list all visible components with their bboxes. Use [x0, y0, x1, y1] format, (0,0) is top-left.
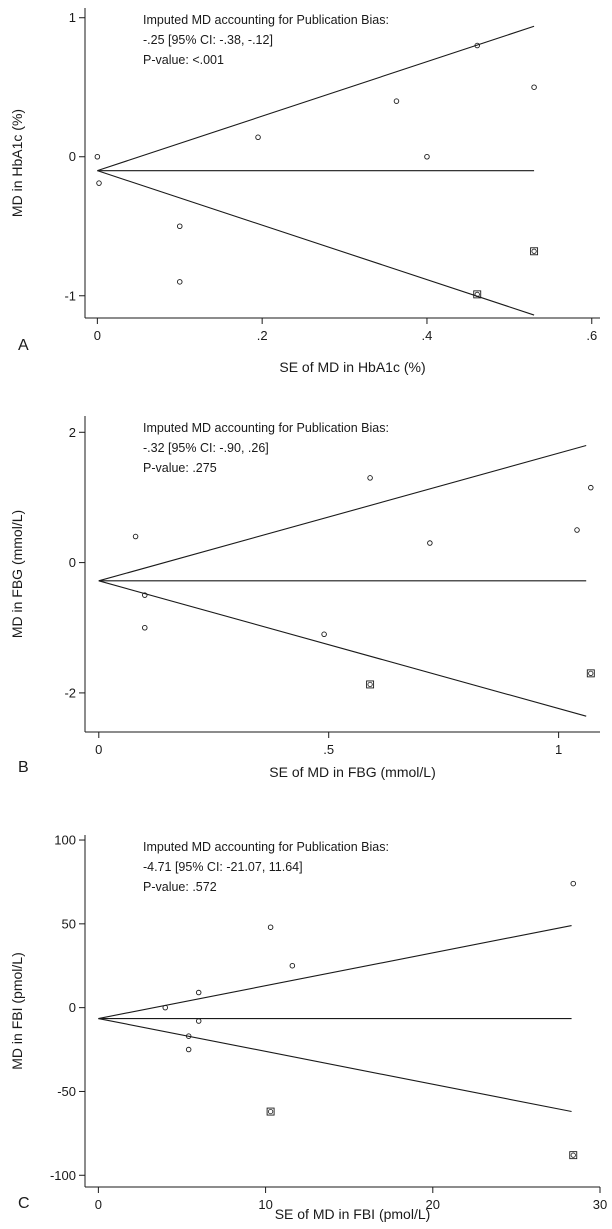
- annotation-line: -.25 [95% CI: -.38, -.12]: [143, 33, 273, 47]
- observed-study-point: [267, 924, 274, 930]
- observed-study-point: [195, 989, 202, 996]
- lower-funnel-line: [98, 580, 587, 717]
- funnel-panel-c: [79, 835, 601, 1193]
- annotation-line: Imputed MD accounting for Publication Bi…: [143, 840, 389, 854]
- upper-funnel-line: [98, 925, 572, 1020]
- x-axis-title: SE of MD in FBG (mmol/L): [269, 764, 435, 780]
- x-tick-label: 0: [94, 328, 101, 343]
- panel-letter: B: [18, 759, 29, 776]
- y-tick-label: 2: [69, 425, 76, 440]
- funnel-panel-b: [79, 416, 600, 738]
- y-tick-label: 1: [69, 10, 76, 25]
- x-tick-label: .5: [323, 742, 334, 757]
- annotation-line: -4.71 [95% CI: -21.07, 11.64]: [143, 860, 303, 874]
- observed-study-point: [570, 880, 576, 887]
- y-tick-label: 50: [62, 916, 76, 931]
- x-axis-title: SE of MD in HbA1c (%): [279, 359, 425, 375]
- observed-study-point: [96, 180, 102, 186]
- observed-study-point: [142, 592, 148, 598]
- y-tick-label: 0: [69, 1000, 76, 1015]
- x-tick-label: 20: [426, 1197, 440, 1212]
- panel-letter: C: [18, 1195, 30, 1212]
- imputed-study-point: [473, 290, 482, 299]
- y-axis-title: MD in FBG (mmol/L): [9, 510, 25, 638]
- y-axis-title: MD in HbA1c (%): [9, 109, 25, 217]
- observed-study-point: [427, 540, 433, 546]
- x-axis-title: SE of MD in FBI (pmol/L): [275, 1206, 431, 1222]
- y-tick-label: -2: [64, 685, 76, 700]
- x-tick-label: .6: [586, 328, 597, 343]
- observed-study-point: [393, 98, 400, 104]
- observed-study-point: [177, 279, 183, 285]
- observed-study-point: [185, 1033, 192, 1039]
- x-tick-label: 0: [95, 1197, 102, 1212]
- observed-study-point: [321, 631, 327, 638]
- lower-funnel-line: [97, 170, 535, 316]
- y-axis-title: MD in FBI (pmol/L): [9, 952, 25, 1069]
- observed-study-point: [132, 533, 139, 540]
- observed-study-point: [162, 1004, 169, 1011]
- x-tick-label: .2: [257, 328, 268, 343]
- lower-funnel-line: [98, 1018, 572, 1113]
- observed-study-point: [195, 1018, 202, 1024]
- observed-study-point: [588, 484, 594, 491]
- x-tick-label: 10: [258, 1197, 272, 1212]
- observed-study-point: [255, 134, 261, 141]
- observed-study-point: [574, 527, 580, 533]
- annotation-line: P-value: <.001: [143, 53, 224, 67]
- annotation-line: Imputed MD accounting for Publication Bi…: [143, 13, 389, 27]
- imputed-study-point: [266, 1107, 275, 1116]
- y-tick-label: 0: [69, 149, 76, 164]
- funnel-panel-a: [79, 8, 600, 324]
- annotation-line: Imputed MD accounting for Publication Bi…: [143, 421, 389, 435]
- panel-letter: A: [18, 337, 29, 354]
- observed-study-point: [424, 153, 430, 160]
- observed-study-point: [367, 475, 373, 481]
- imputed-study-point: [366, 680, 375, 689]
- imputed-study-point: [586, 669, 595, 678]
- x-tick-label: 1: [555, 742, 562, 757]
- upper-funnel-line: [97, 25, 535, 172]
- annotation-line: -.32 [95% CI: -.90, .26]: [143, 441, 269, 455]
- annotation-line: P-value: .572: [143, 880, 217, 894]
- observed-study-point: [94, 153, 101, 160]
- upper-funnel-line: [98, 444, 587, 582]
- y-tick-label: 100: [54, 833, 76, 848]
- annotation-line: P-value: .275: [143, 461, 217, 475]
- observed-study-point: [474, 42, 480, 49]
- x-tick-label: 30: [593, 1197, 607, 1212]
- y-tick-label: 0: [69, 555, 76, 570]
- imputed-study-point: [530, 247, 539, 256]
- observed-study-point: [185, 1046, 192, 1053]
- x-tick-label: .4: [422, 328, 433, 343]
- observed-study-point: [289, 962, 296, 969]
- observed-study-point: [531, 84, 537, 90]
- y-tick-label: -50: [57, 1084, 76, 1099]
- imputed-study-point: [569, 1151, 578, 1160]
- x-tick-label: 0: [95, 742, 102, 757]
- observed-study-point: [177, 223, 183, 230]
- y-tick-label: -100: [50, 1168, 76, 1183]
- y-tick-label: -1: [64, 288, 76, 303]
- observed-study-point: [142, 625, 148, 631]
